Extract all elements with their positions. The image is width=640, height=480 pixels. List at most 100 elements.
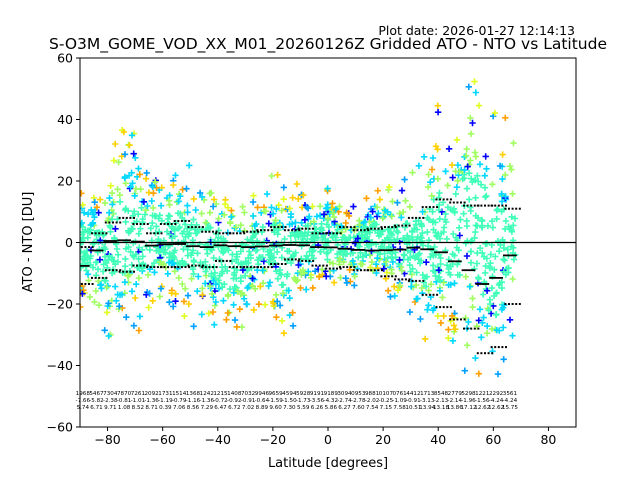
scatter-point: [425, 287, 432, 294]
scatter-point: [98, 285, 105, 292]
std-upper-mark: [112, 221, 114, 224]
scatter-point: [261, 238, 268, 245]
std-upper-mark: [129, 216, 132, 219]
std-upper-mark: [115, 221, 118, 224]
scatter-point: [157, 285, 165, 292]
scatter-point: [275, 201, 282, 209]
scatter-point: [416, 250, 423, 257]
std-upper-mark: [187, 226, 190, 229]
std-upper-mark: [408, 224, 411, 227]
std-lower-mark: [222, 259, 225, 262]
scatter-point: [317, 248, 324, 255]
scatter-point: [445, 334, 452, 342]
std-upper-mark: [370, 227, 373, 230]
scatter-point: [146, 246, 154, 254]
scatter-point: [244, 236, 251, 243]
scatter-point: [309, 203, 316, 210]
std-upper-mark: [360, 229, 362, 232]
scatter-point: [481, 172, 488, 179]
std-lower-mark: [432, 293, 435, 296]
scatter-point: [274, 171, 281, 178]
std-upper-mark: [425, 206, 428, 209]
std-upper-mark: [156, 232, 159, 235]
scatter-point: [105, 332, 112, 340]
std-lower-mark: [263, 266, 266, 269]
std-lower-mark: [80, 283, 83, 285]
scatter-point: [483, 192, 490, 200]
std-upper-mark: [297, 227, 300, 230]
scatter-point: [376, 196, 384, 203]
scatter-point: [510, 139, 517, 147]
scatter-point: [156, 293, 163, 300]
std-upper-mark: [167, 223, 170, 225]
std-lower-mark: [301, 259, 304, 262]
std-upper-mark: [287, 229, 290, 232]
scatter-point: [276, 222, 284, 229]
scatter-point: [487, 251, 494, 258]
scatter-point: [456, 224, 463, 231]
std-lower-mark: [363, 269, 366, 272]
std-lower-mark: [377, 269, 380, 272]
scatter-point: [247, 252, 254, 259]
scatter-point: [273, 205, 280, 213]
std-lower-mark: [101, 276, 104, 279]
scatter-point: [316, 273, 323, 280]
std-lower-mark: [505, 346, 507, 349]
bin-stat-mean: -1.59: [268, 398, 283, 404]
bin-stat-mean: -1.09: [392, 398, 407, 404]
scatter-point: [136, 171, 143, 178]
scatter-point: [429, 154, 437, 162]
scatter-point: [257, 283, 264, 290]
scatter-point: [363, 233, 371, 240]
scatter-point: [171, 227, 178, 234]
std-lower-mark: [353, 266, 356, 269]
scatter-point: [434, 312, 441, 320]
std-upper-mark: [173, 220, 176, 222]
scatter-point: [369, 208, 376, 215]
std-upper-mark: [146, 223, 149, 225]
scatter-point: [136, 313, 144, 320]
scatter-point: [467, 259, 475, 266]
std-upper-mark: [494, 204, 497, 207]
std-upper-mark: [346, 226, 349, 229]
scatter-point: [91, 214, 98, 221]
scatter-point: [323, 250, 330, 257]
std-upper-mark: [153, 232, 156, 235]
std-lower-mark: [415, 279, 418, 282]
scatter-point: [119, 269, 126, 276]
y-tick-label: 0: [65, 235, 73, 250]
scatter-point: [179, 186, 186, 193]
scatter-point: [342, 219, 349, 227]
std-upper-mark: [411, 216, 414, 219]
scatter-point: [493, 215, 500, 223]
bin-stat-mean: -1.19: [158, 398, 173, 404]
std-upper-mark: [146, 232, 149, 235]
scatter-point: [486, 264, 494, 272]
std-upper-mark: [149, 232, 152, 235]
scatter-point: [252, 247, 259, 254]
std-lower-mark: [394, 278, 397, 281]
scatter-point: [448, 161, 456, 169]
std-upper-mark: [367, 229, 370, 232]
std-upper-mark: [487, 204, 490, 207]
scatter-point: [286, 248, 293, 255]
scatter-point: [101, 253, 109, 260]
scatter-point: [329, 200, 336, 207]
std-lower-mark: [184, 266, 187, 269]
scatter-point: [231, 269, 238, 276]
std-lower-mark: [163, 266, 166, 269]
std-lower-mark: [336, 267, 338, 270]
scatter-point: [256, 254, 263, 261]
std-upper-mark: [415, 216, 418, 219]
scatter-point: [468, 175, 475, 182]
scatter-point: [170, 303, 177, 310]
scatter-point: [313, 213, 321, 220]
scatter-point: [103, 284, 110, 291]
std-lower-mark: [494, 346, 497, 349]
std-upper-mark: [273, 226, 276, 229]
scatter-point: [279, 290, 287, 297]
scatter-point: [430, 226, 437, 233]
scatter-point: [190, 216, 197, 223]
scatter-point: [498, 306, 506, 313]
std-upper-mark: [377, 227, 380, 230]
